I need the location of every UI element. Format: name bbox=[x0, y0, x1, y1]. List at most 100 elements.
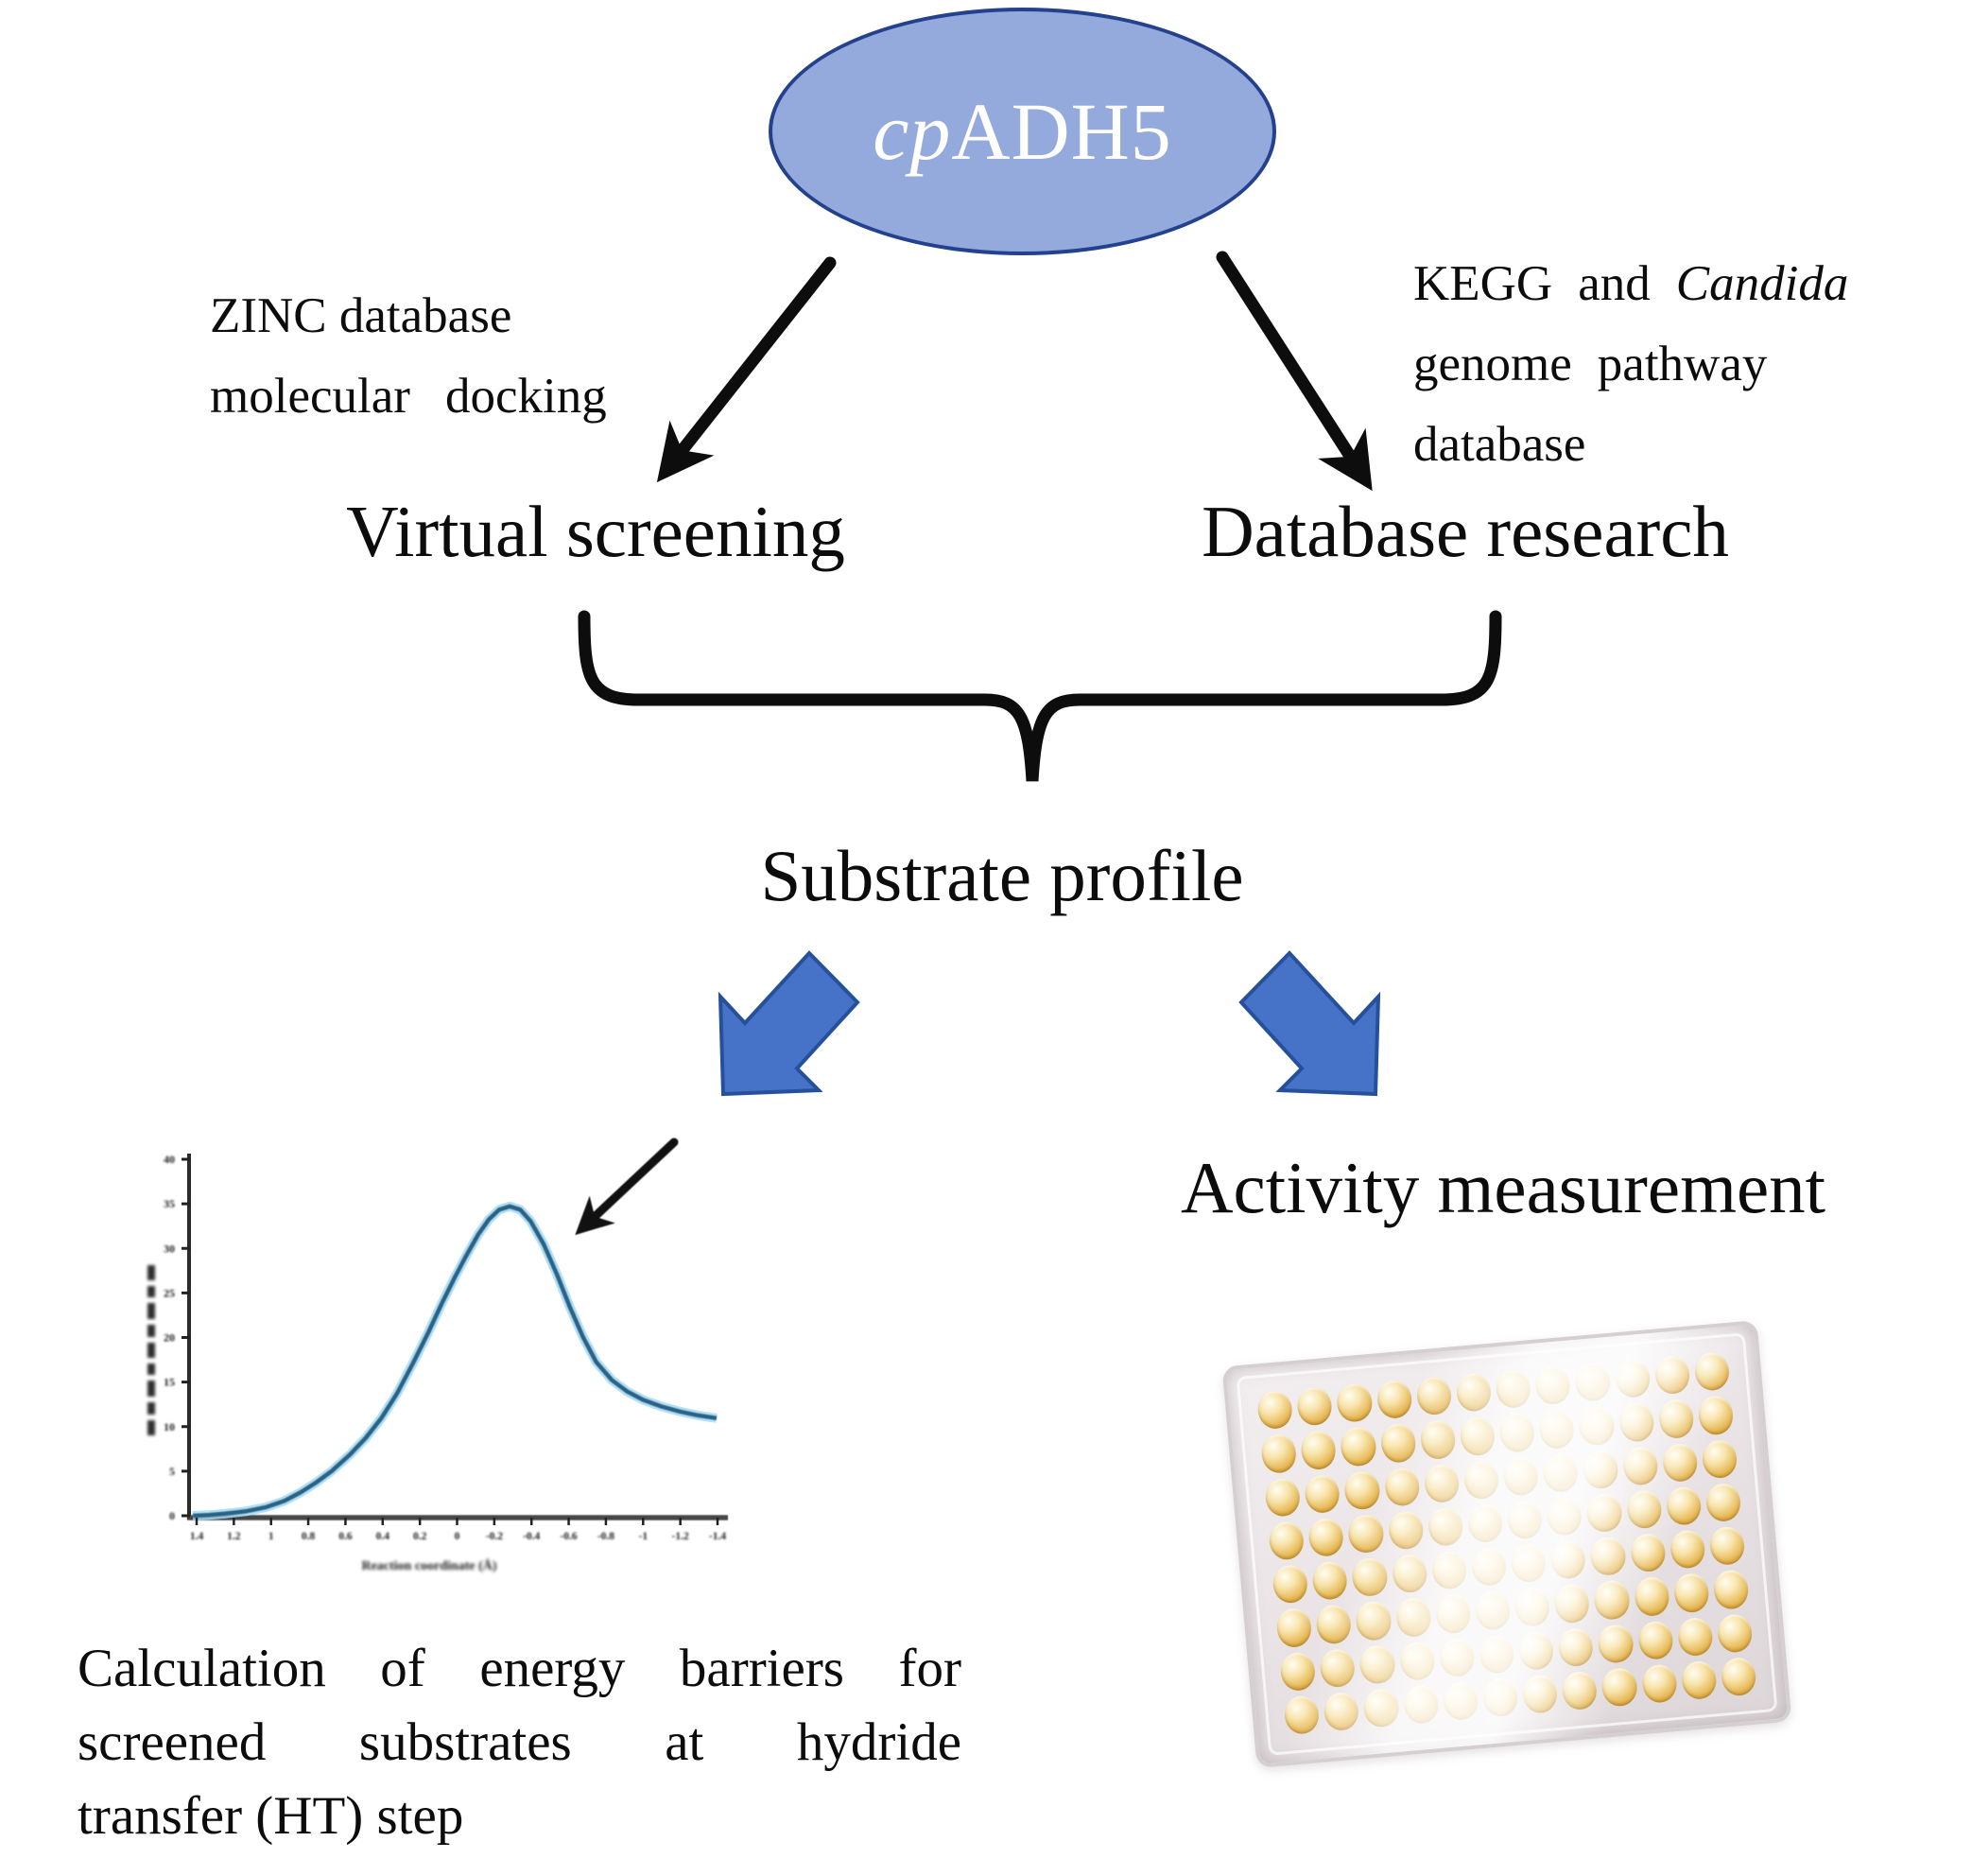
microplate-well bbox=[1295, 1385, 1334, 1427]
annotation-kegg-database: KEGG and Candida genome pathway database bbox=[1413, 244, 1914, 484]
microplate-well bbox=[1561, 1670, 1599, 1711]
chart-y-axis-label-illegible bbox=[147, 1265, 155, 1435]
chart-y-ticks: 40 35 30 25 20 15 10 5 0 bbox=[164, 1153, 190, 1522]
microplate-well bbox=[1398, 1640, 1436, 1682]
microplate-well bbox=[1574, 1361, 1612, 1403]
microplate-well bbox=[1315, 1604, 1353, 1645]
svg-text:0.4: 0.4 bbox=[376, 1531, 390, 1542]
svg-text:-0.2: -0.2 bbox=[486, 1531, 503, 1542]
microplate-well bbox=[1459, 1416, 1496, 1457]
microplate-well bbox=[1264, 1476, 1302, 1518]
microplate-well bbox=[1701, 1438, 1738, 1480]
microplate-well bbox=[1534, 1364, 1572, 1406]
microplate-well bbox=[1462, 1459, 1500, 1501]
microplate-well bbox=[1538, 1408, 1576, 1450]
microplate-well bbox=[1438, 1637, 1476, 1678]
microplate-well bbox=[1693, 1350, 1731, 1393]
block-arrow-to-calculation bbox=[718, 950, 860, 1097]
svg-text:0.8: 0.8 bbox=[302, 1531, 316, 1542]
annotation-kegg-line2: genome pathway bbox=[1413, 336, 1768, 391]
svg-text:0: 0 bbox=[455, 1531, 460, 1542]
annotation-kegg-line1: KEGG and Candida bbox=[1413, 256, 1849, 311]
microplate-well bbox=[1323, 1691, 1360, 1732]
microplate-well bbox=[1260, 1433, 1298, 1474]
microplate-well bbox=[1498, 1412, 1536, 1453]
node-substrate-profile: Substrate profile bbox=[760, 835, 1244, 916]
block-arrow-to-activity bbox=[1238, 950, 1381, 1097]
svg-text:35: 35 bbox=[164, 1197, 175, 1210]
microplate-well bbox=[1343, 1469, 1381, 1511]
energy-profile-chart-svg: 1.4 1.2 1 0.8 0.6 0.4 0.2 0 -0.2 -0.4 -0.6 -0.8 -1 -1… bbox=[147, 1138, 728, 1573]
microplate-well bbox=[1720, 1656, 1757, 1697]
microplate-well bbox=[1578, 1405, 1616, 1447]
microplate-well bbox=[1665, 1485, 1703, 1527]
arrow-root-to-virtual-screening bbox=[656, 256, 837, 483]
microplate-well bbox=[1379, 1422, 1417, 1464]
microplate-well bbox=[1275, 1607, 1313, 1648]
svg-text:20: 20 bbox=[164, 1331, 175, 1345]
microplate-well bbox=[1640, 1662, 1678, 1705]
microplate-well bbox=[1478, 1633, 1515, 1675]
microplate-well bbox=[1340, 1426, 1377, 1468]
microplate-well bbox=[1636, 1619, 1674, 1660]
microplate-well bbox=[1402, 1683, 1440, 1726]
microplate-well bbox=[1358, 1643, 1396, 1685]
microplate-well bbox=[1517, 1629, 1555, 1671]
microplate-well bbox=[1625, 1488, 1663, 1530]
microplate-well bbox=[1589, 1536, 1627, 1577]
microplate-well bbox=[1283, 1694, 1321, 1736]
microplate-well bbox=[1549, 1538, 1587, 1581]
microplate-well bbox=[1502, 1455, 1540, 1497]
microplate-well bbox=[1633, 1575, 1670, 1617]
caption-line3: transfer (HT) step bbox=[78, 1786, 464, 1847]
microplate-well bbox=[1617, 1401, 1655, 1443]
microplate-well bbox=[1383, 1466, 1421, 1507]
microplate-well bbox=[1256, 1389, 1294, 1431]
microplate-well bbox=[1347, 1513, 1385, 1555]
microplate-well bbox=[1387, 1509, 1425, 1551]
microplate-well bbox=[1466, 1503, 1504, 1544]
microplate-well bbox=[1434, 1593, 1472, 1635]
svg-text:0.6: 0.6 bbox=[338, 1531, 353, 1542]
microplate-well bbox=[1304, 1472, 1341, 1515]
microplate-well bbox=[1351, 1556, 1389, 1598]
microplate-well bbox=[1271, 1563, 1309, 1605]
microplate-well bbox=[1629, 1532, 1667, 1573]
microplate-well bbox=[1546, 1495, 1583, 1537]
microplate-well bbox=[1427, 1505, 1464, 1548]
microplate-well bbox=[1391, 1553, 1428, 1594]
svg-text:1: 1 bbox=[268, 1531, 274, 1542]
microplate-well bbox=[1557, 1626, 1595, 1668]
chart-x-axis-label: Reaction coordinate (Å) bbox=[361, 1558, 496, 1573]
microplate-well bbox=[1419, 1418, 1457, 1460]
svg-text:40: 40 bbox=[164, 1153, 175, 1166]
microplate-well bbox=[1712, 1569, 1750, 1610]
caption-line2: screened substrates at hydride bbox=[78, 1712, 961, 1773]
svg-text:15: 15 bbox=[164, 1376, 175, 1389]
microplate-well bbox=[1585, 1492, 1623, 1534]
microplate-well bbox=[1311, 1559, 1349, 1602]
peak-annotation-arrow bbox=[575, 1138, 679, 1236]
microplate-well bbox=[1621, 1445, 1659, 1486]
microplate-well bbox=[1542, 1451, 1580, 1494]
microplate-well bbox=[1653, 1354, 1691, 1396]
curve-glow bbox=[192, 1201, 718, 1520]
node-database-research: Database research bbox=[1202, 491, 1729, 572]
microplate-well bbox=[1307, 1516, 1345, 1558]
microplate-well bbox=[1394, 1596, 1432, 1638]
svg-text:-1: -1 bbox=[638, 1531, 648, 1542]
svg-text:1.4: 1.4 bbox=[190, 1531, 204, 1542]
svg-text:-0.8: -0.8 bbox=[597, 1531, 614, 1542]
microplate-well bbox=[1506, 1499, 1544, 1540]
svg-text:0: 0 bbox=[169, 1509, 175, 1522]
annotation-kegg-line3: database bbox=[1413, 416, 1586, 472]
microplate-well bbox=[1661, 1441, 1699, 1483]
microplate-well bbox=[1319, 1647, 1357, 1689]
microplate-well bbox=[1680, 1659, 1718, 1701]
energy-profile-curve bbox=[192, 1204, 718, 1519]
microplate-well bbox=[1336, 1381, 1374, 1424]
annotation-zinc-line1: ZINC database bbox=[210, 288, 512, 343]
microplate-well bbox=[1423, 1462, 1461, 1504]
microplate-photo bbox=[1221, 1320, 1792, 1768]
